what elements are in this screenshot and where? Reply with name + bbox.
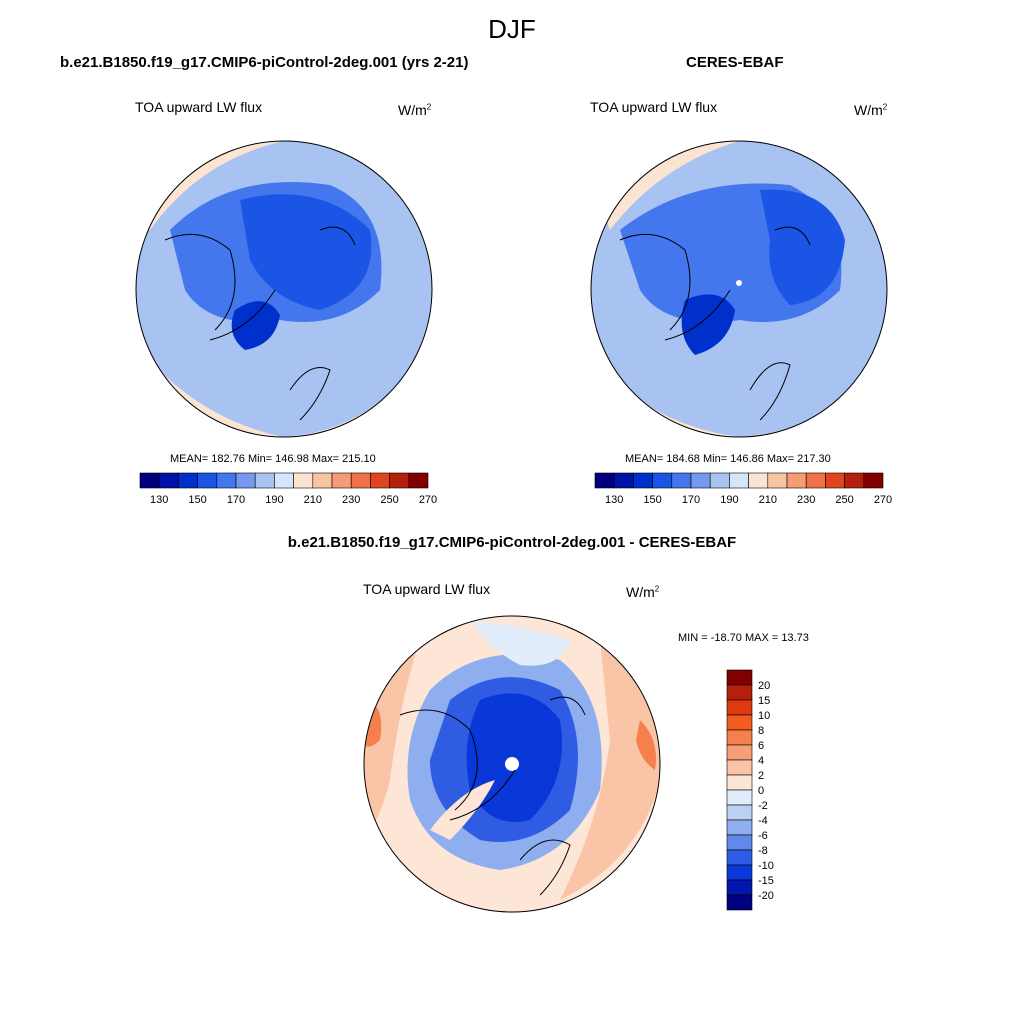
colorbar-swatch: [726, 789, 753, 806]
colorbar-tick-label: 20: [758, 680, 770, 692]
colorbar-tick-label: -8: [758, 845, 768, 857]
colorbar-tick-label: 130: [150, 494, 168, 506]
colorbar-swatch: [726, 894, 753, 911]
colorbar-swatch: [726, 729, 753, 746]
colorbar-swatch: [726, 759, 753, 776]
colorbar-tick-label: 150: [188, 494, 206, 506]
diff-variable-label: TOA upward LW flux: [363, 581, 491, 597]
colorbar-swatch: [235, 472, 256, 489]
colorbar-swatch: [331, 472, 352, 489]
colorbar-swatch: [844, 472, 865, 489]
colorbar-swatch: [408, 472, 429, 489]
colorbar-swatch: [748, 472, 769, 489]
colorbar-swatch: [370, 472, 390, 489]
colorbar-tick-label: 15: [758, 695, 770, 707]
colorbar-tick-label: -4: [758, 815, 768, 827]
diff-units-label: W/m2: [626, 584, 660, 600]
colorbar-swatch: [139, 472, 160, 489]
colorbar-tick-label: 10: [758, 710, 770, 722]
colorbar-swatch: [594, 472, 615, 489]
colorbar-swatch: [767, 472, 788, 489]
colorbar-swatch: [726, 834, 753, 851]
colorbar-tick-label: 150: [643, 494, 661, 506]
colorbar-swatch: [726, 669, 753, 686]
colorbar-swatch: [613, 472, 634, 489]
colorbar-swatch: [786, 472, 807, 489]
colorbar-tick-label: -6: [758, 830, 768, 842]
colorbar-tick-label: 130: [605, 494, 623, 506]
colorbar-tick-label: -20: [758, 890, 774, 902]
colorbar-tick-label: 170: [682, 494, 700, 506]
colorbar-tick-label: 270: [874, 494, 892, 506]
model-stats: MEAN= 182.76 Min= 146.98 Max= 215.10: [170, 453, 376, 465]
colorbar-swatch: [729, 472, 749, 489]
colorbar-tick-label: 210: [759, 494, 777, 506]
colorbar-swatch: [254, 472, 275, 489]
colorbar-swatch: [709, 472, 730, 489]
colorbar-tick-label: -2: [758, 800, 768, 812]
season-title: DJF: [488, 14, 536, 44]
colorbar-swatch: [312, 472, 333, 489]
model-colorbar: 130 150 170 190 210 230 250 270: [139, 472, 437, 506]
colorbar-swatch: [726, 849, 753, 866]
colorbar-swatch: [726, 774, 753, 791]
diff-stats: MIN = -18.70 MAX = 13.73: [678, 632, 809, 644]
colorbar-tick-label: 6: [758, 740, 764, 752]
colorbar-tick-label: 210: [304, 494, 322, 506]
colorbar-tick-label: 190: [720, 494, 738, 506]
colorbar-swatch: [178, 472, 198, 489]
obs-units-label: W/m2: [854, 102, 888, 118]
colorbar-swatch: [726, 879, 753, 896]
colorbar-swatch: [652, 472, 673, 489]
colorbar-swatch: [389, 472, 410, 489]
colorbar-swatch: [726, 699, 753, 716]
colorbar-swatch: [805, 472, 826, 489]
colorbar-swatch: [633, 472, 653, 489]
colorbar-tick-label: 250: [835, 494, 853, 506]
colorbar-swatch: [726, 804, 753, 821]
model-units-label: W/m2: [398, 102, 432, 118]
colorbar-tick-label: 0: [758, 785, 764, 797]
colorbar-tick-label: 8: [758, 725, 764, 737]
obs-stats: MEAN= 184.68 Min= 146.86 Max= 217.30: [625, 453, 831, 465]
model-polar-map: [136, 141, 432, 437]
obs-colorbar: 130 150 170 190 210 230 250 270: [594, 472, 892, 506]
colorbar-swatch: [671, 472, 692, 489]
diff-panel-title: b.e21.B1850.f19_g17.CMIP6-piControl-2deg…: [287, 534, 737, 551]
colorbar-swatch: [825, 472, 845, 489]
model-variable-label: TOA upward LW flux: [135, 99, 263, 115]
colorbar-tick-label: 270: [419, 494, 437, 506]
colorbar-tick-label: -10: [758, 860, 774, 872]
colorbar-swatch: [726, 684, 753, 701]
colorbar-tick-label: 170: [227, 494, 245, 506]
diff-polar-map: [364, 616, 660, 912]
colorbar-swatch: [293, 472, 314, 489]
colorbar-swatch: [197, 472, 218, 489]
model-panel-title: b.e21.B1850.f19_g17.CMIP6-piControl-2deg…: [60, 54, 469, 71]
colorbar-tick-label: 4: [758, 755, 764, 767]
colorbar-swatch: [726, 819, 753, 836]
colorbar-tick-label: 250: [380, 494, 398, 506]
colorbar-swatch: [726, 714, 753, 731]
colorbar-tick-label: -15: [758, 875, 774, 887]
colorbar-swatch: [863, 472, 884, 489]
obs-variable-label: TOA upward LW flux: [590, 99, 718, 115]
obs-panel-title: CERES-EBAF: [686, 54, 784, 71]
colorbar-swatch: [726, 744, 753, 761]
colorbar-swatch: [274, 472, 294, 489]
colorbar-swatch: [726, 864, 753, 881]
obs-polar-map: [591, 141, 887, 437]
colorbar-swatch: [690, 472, 711, 489]
colorbar-tick-label: 230: [797, 494, 815, 506]
colorbar-swatch: [216, 472, 237, 489]
colorbar-tick-label: 2: [758, 770, 764, 782]
colorbar-tick-label: 190: [265, 494, 283, 506]
colorbar-tick-label: 230: [342, 494, 360, 506]
colorbar-swatch: [158, 472, 179, 489]
colorbar-swatch: [350, 472, 371, 489]
